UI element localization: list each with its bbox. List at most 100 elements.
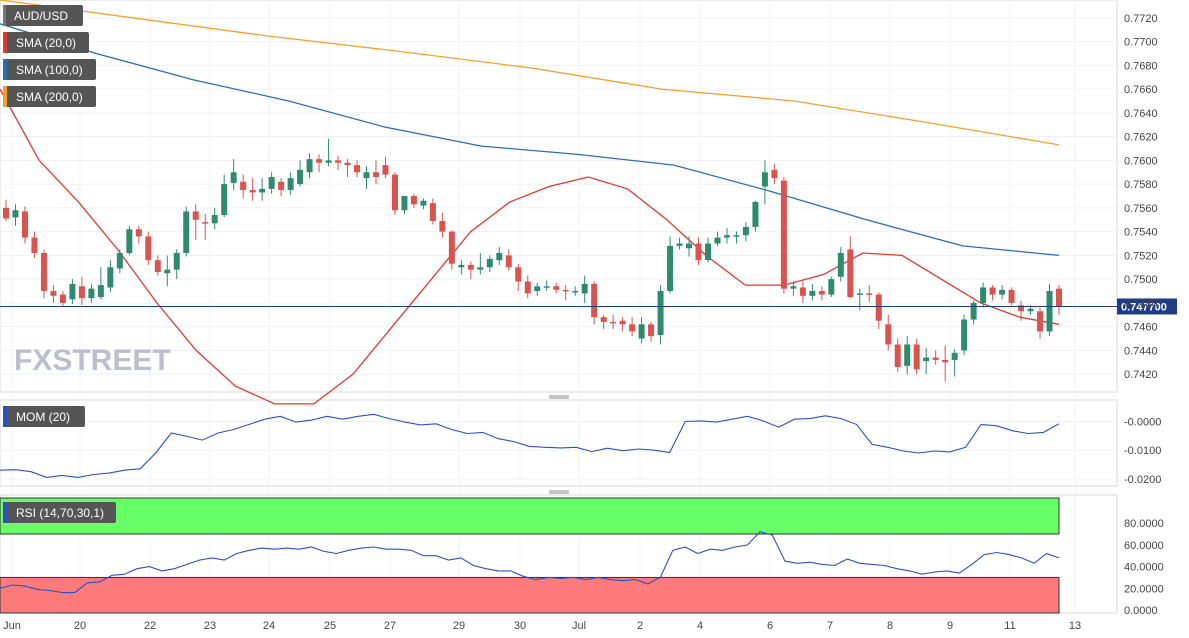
main-y-tick-label: 0.7480 [1124, 298, 1158, 310]
candle [847, 236, 854, 299]
rsi-overbought-zone [0, 497, 1060, 535]
candle [942, 345, 949, 382]
candle [657, 285, 664, 345]
candle [363, 166, 370, 189]
candle [439, 212, 446, 238]
candle [714, 231, 721, 246]
candle [970, 300, 977, 325]
candle [50, 285, 57, 303]
main-y-tick-label: 0.7540 [1124, 227, 1158, 239]
candle [278, 178, 285, 196]
candle [297, 160, 304, 187]
candle [12, 204, 19, 226]
mom-series-line [0, 413, 1060, 478]
candle [961, 314, 968, 356]
candle [619, 317, 626, 332]
candle [287, 172, 294, 195]
panel-splitter-bottom[interactable] [549, 490, 569, 494]
candle [705, 237, 711, 263]
candle [249, 178, 256, 201]
candle [31, 231, 38, 258]
main-y-tick-label: 0.7620 [1124, 132, 1158, 144]
candle [344, 159, 351, 177]
candle [372, 160, 379, 185]
panel-splitter-top[interactable] [549, 395, 569, 399]
candle [448, 230, 455, 270]
svg-text:0.747700: 0.747700 [1121, 301, 1167, 313]
candle [723, 228, 730, 244]
rsi-y-tick-label: 0.0000 [1124, 605, 1158, 617]
mom-line [0, 413, 1060, 478]
candle [107, 260, 114, 293]
x-tick-label: Jun [3, 620, 21, 632]
candle [524, 275, 531, 299]
main-y-tick-label: 0.7680 [1124, 60, 1158, 72]
candle [477, 253, 484, 275]
x-tick-label: 11 [1004, 620, 1015, 632]
candle [410, 193, 417, 208]
candle [885, 314, 892, 351]
main-y-tick-label: 0.7700 [1124, 37, 1158, 49]
sma100-line [0, 23, 1060, 257]
candle [752, 200, 759, 232]
candle [391, 172, 398, 216]
candle [875, 292, 882, 330]
x-tick-label: 8 [887, 620, 893, 632]
candle [733, 231, 740, 244]
candle [420, 198, 427, 210]
candle [1056, 285, 1062, 315]
candle [458, 260, 465, 275]
main-panel [0, 0, 1118, 393]
legend-rsi[interactable]: RSI (14,70,30,1) [3, 502, 116, 523]
legend-sma20[interactable]: SMA (20,0) [3, 32, 89, 53]
candles [3, 138, 1062, 382]
main-y-tick-label: 0.7560 [1124, 203, 1158, 215]
legend-rsi-label: RSI (14,70,30,1) [16, 506, 104, 520]
legend-mom-label: MOM (20) [16, 410, 70, 424]
main-y-tick-label: 0.7660 [1124, 84, 1158, 96]
candle [686, 236, 693, 257]
candle [135, 225, 142, 244]
legend-mom[interactable]: MOM (20) [3, 406, 85, 427]
candle [211, 207, 218, 230]
candle [69, 279, 76, 305]
candle [932, 350, 939, 365]
legend-sma100-label: SMA (100,0) [16, 63, 83, 77]
candle [183, 206, 190, 257]
legend-sma100[interactable]: SMA (100,0) [3, 59, 96, 80]
candle [354, 160, 360, 177]
candle [164, 255, 171, 287]
candle [999, 285, 1006, 300]
rsi-y-tick-label: 60.0000 [1124, 540, 1164, 552]
mom-y-tick-label: -0.0000 [1124, 417, 1161, 429]
candle [562, 285, 569, 301]
candle [78, 276, 85, 306]
x-tick-label: 30 [514, 620, 526, 632]
candle [192, 204, 199, 240]
x-tick-label: 22 [144, 620, 156, 632]
legend-sma200-label: SMA (200,0) [16, 90, 83, 104]
candle [638, 317, 645, 344]
main-y-tick-label: 0.7580 [1124, 179, 1158, 191]
candle [951, 349, 958, 377]
candle [221, 174, 228, 218]
candle [401, 196, 408, 214]
sma-lines [0, 0, 1060, 405]
candle [600, 314, 607, 330]
candle [572, 286, 579, 296]
candle [316, 154, 323, 173]
x-tick-label: 29 [453, 620, 465, 632]
candle [335, 155, 342, 170]
candle [154, 255, 161, 276]
legend-audusd[interactable]: AUD/USD [3, 5, 83, 26]
candle [429, 198, 436, 225]
sma20-line [0, 88, 1060, 405]
candle [818, 286, 825, 301]
candle [173, 249, 180, 280]
candle [581, 275, 588, 303]
legend-sma200[interactable]: SMA (200,0) [3, 86, 96, 107]
candle [742, 222, 749, 242]
main-y-tick-label: 0.7720 [1124, 13, 1158, 25]
main-y-tick-label: 0.7460 [1124, 322, 1158, 334]
